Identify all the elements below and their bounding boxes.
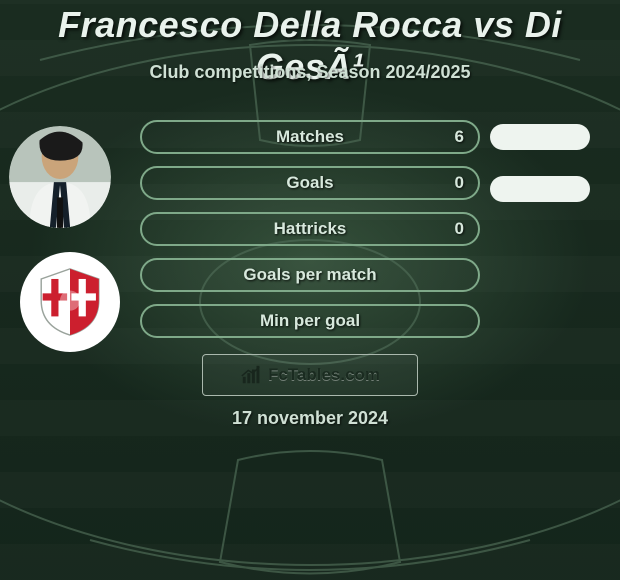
stat-value: 6 xyxy=(455,127,464,147)
stat-row-min-per-goal: Min per goal xyxy=(140,304,480,338)
stat-row-matches: Matches 6 xyxy=(140,120,480,154)
brand-text: FcTables.com xyxy=(268,365,380,385)
stat-row-goals-per-match: Goals per match xyxy=(140,258,480,292)
comparison-pill-2 xyxy=(490,176,590,202)
page-subtitle: Club competitions, Season 2024/2025 xyxy=(0,62,620,83)
stats-rows: Matches 6 Goals 0 Hattricks 0 Goals per … xyxy=(140,120,480,350)
stat-label: Matches xyxy=(276,127,344,147)
barchart-icon xyxy=(240,364,262,386)
stat-row-hattricks: Hattricks 0 xyxy=(140,212,480,246)
stat-label: Hattricks xyxy=(274,219,347,239)
brand-badge[interactable]: FcTables.com xyxy=(202,354,418,396)
player-photo xyxy=(9,126,111,228)
stat-value: 0 xyxy=(455,173,464,193)
stat-label: Min per goal xyxy=(260,311,360,331)
stat-label: Goals xyxy=(286,173,333,193)
stat-label: Goals per match xyxy=(243,265,376,285)
stat-row-goals: Goals 0 xyxy=(140,166,480,200)
date-text: 17 november 2024 xyxy=(0,408,620,429)
stat-value: 0 xyxy=(455,219,464,239)
comparison-pill-1 xyxy=(490,124,590,150)
club-logo xyxy=(20,252,120,352)
